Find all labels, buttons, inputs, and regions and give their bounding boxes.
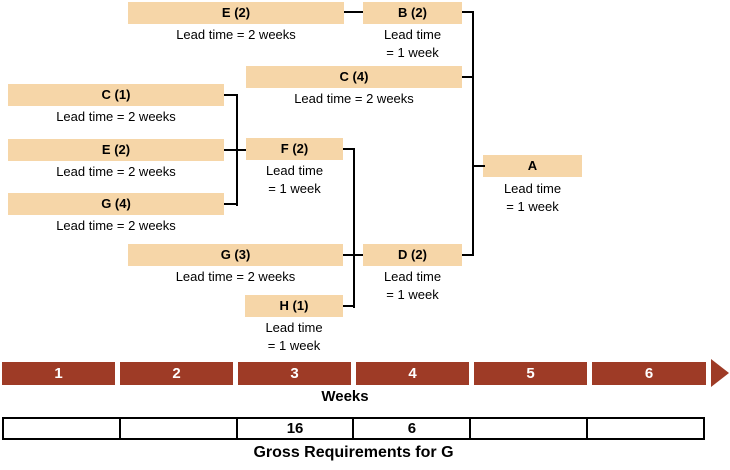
gross-req-cell-week2 bbox=[121, 419, 238, 438]
lead-time-g4: Lead time = 2 weeks bbox=[56, 218, 176, 233]
node-e-left-bar: E (2) bbox=[8, 139, 224, 161]
connector-c4-stub bbox=[462, 76, 474, 78]
weeks-axis-label: Weeks bbox=[321, 388, 369, 405]
week-segment-5: 5 bbox=[474, 362, 587, 385]
week-segment-3: 3 bbox=[238, 362, 351, 385]
node-e-top-bar: E (2) bbox=[128, 2, 344, 24]
node-c4-bar: C (4) bbox=[246, 66, 462, 88]
lead-time-b-1: Lead time bbox=[383, 27, 442, 42]
connector-h-stub bbox=[343, 305, 355, 307]
lead-time-f-1: Lead time bbox=[265, 163, 324, 178]
week-segment-1: 1 bbox=[2, 362, 115, 385]
week-segment-4: 4 bbox=[356, 362, 469, 385]
connector-d-right-stub bbox=[462, 254, 474, 256]
lead-time-d-2: = 1 week bbox=[386, 287, 439, 302]
gross-requirements-table: 16 6 bbox=[2, 417, 705, 440]
lead-time-g3: Lead time = 2 weeks bbox=[175, 269, 296, 284]
gross-req-cell-week4: 6 bbox=[354, 419, 472, 438]
gross-req-cell-week6 bbox=[588, 419, 703, 438]
gross-requirements-caption: Gross Requirements for G bbox=[253, 444, 454, 461]
timeline-right-arrow-icon bbox=[711, 359, 729, 387]
lead-time-a-1: Lead time bbox=[503, 181, 562, 196]
gross-req-cell-week5 bbox=[471, 419, 589, 438]
connector-c1-stub bbox=[224, 94, 238, 96]
gross-req-cell-week3: 16 bbox=[238, 419, 355, 438]
lead-time-e-top: Lead time = 2 weeks bbox=[176, 27, 296, 42]
lead-time-c4: Lead time = 2 weeks bbox=[294, 91, 414, 106]
connector-mid-vertical bbox=[353, 148, 355, 308]
connector-g3-to-d bbox=[343, 254, 363, 256]
node-f-bar: F (2) bbox=[246, 138, 343, 160]
node-h-bar: H (1) bbox=[245, 295, 343, 317]
gross-req-cell-week1 bbox=[4, 419, 121, 438]
week-segment-2: 2 bbox=[120, 362, 233, 385]
connector-f-stub bbox=[343, 148, 355, 150]
connector-right-vertical bbox=[472, 11, 474, 256]
node-b-bar: B (2) bbox=[363, 2, 462, 24]
lead-time-d-1: Lead time bbox=[383, 269, 442, 284]
connector-a-stub bbox=[472, 165, 485, 167]
lead-time-c1: Lead time = 2 weeks bbox=[56, 109, 176, 124]
node-c1-bar: C (1) bbox=[8, 84, 224, 106]
lead-time-a-2: = 1 week bbox=[506, 199, 559, 214]
connector-e-to-f bbox=[224, 149, 246, 151]
node-a-bar: A bbox=[483, 155, 582, 177]
node-g3-bar: G (3) bbox=[128, 244, 343, 266]
node-g4-bar: G (4) bbox=[8, 193, 224, 215]
lead-time-h-2: = 1 week bbox=[267, 338, 321, 353]
connector-g4-stub bbox=[224, 203, 238, 205]
lead-time-e-left: Lead time = 2 weeks bbox=[56, 164, 176, 179]
lead-time-h-1: Lead time bbox=[265, 320, 323, 335]
connector-b-stub bbox=[462, 11, 474, 13]
connector-etop-to-b bbox=[344, 11, 363, 13]
node-d-bar: D (2) bbox=[363, 244, 462, 266]
lead-time-b-2: = 1 week bbox=[386, 45, 439, 60]
lead-time-f-2: = 1 week bbox=[268, 181, 321, 196]
week-segment-6: 6 bbox=[592, 362, 706, 385]
